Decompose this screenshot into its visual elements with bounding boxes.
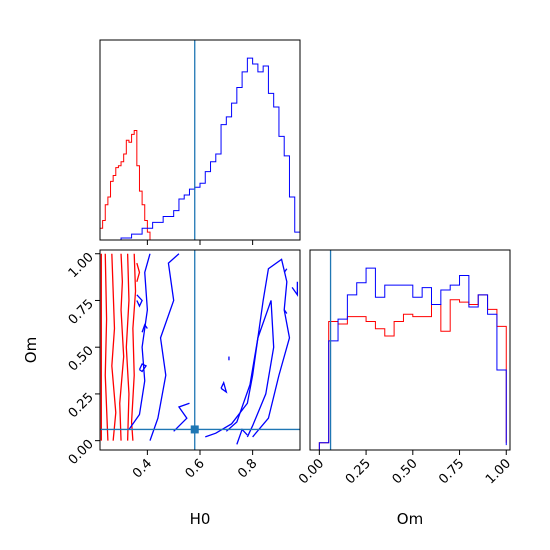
contour-line-8 xyxy=(149,253,180,441)
hist-om-xtick-label-1: 0.25 xyxy=(343,456,374,487)
contour-line-4 xyxy=(125,253,130,441)
hist-h0-series-0 xyxy=(99,130,151,240)
contour-xlabel: H0 xyxy=(190,510,211,528)
contour-line-20 xyxy=(220,380,228,394)
hist-om-panel: 0.00 0.25 0.50 0.75 1.00 Om xyxy=(296,249,514,528)
contour-line-12 xyxy=(138,363,148,373)
contour-lines-group xyxy=(100,253,299,445)
contour-line-1 xyxy=(104,253,109,441)
hist-om-series-group xyxy=(318,267,507,450)
contour-line-3 xyxy=(119,253,125,441)
contour-line-10 xyxy=(136,294,143,308)
contour-xtick-label-2: 0.8 xyxy=(235,456,260,481)
contour-line-13 xyxy=(205,258,291,438)
contour-line-6 xyxy=(136,262,141,282)
hist-h0-frame xyxy=(99,39,301,241)
contour-yticks: 0.00 0.25 0.50 0.75 1.00 xyxy=(66,250,100,468)
contour-ytick-label-0: 0.00 xyxy=(66,437,97,468)
hist-h0-xticks xyxy=(146,240,254,245)
contour-xtick-label-1: 0.6 xyxy=(183,456,208,481)
hist-om-xticks: 0.00 0.25 0.50 0.75 1.00 xyxy=(296,450,514,487)
hist-om-xtick-label-3: 0.75 xyxy=(436,456,467,487)
contour-line-9 xyxy=(173,402,190,432)
contour-line-18 xyxy=(283,309,288,314)
hist-h0-panel xyxy=(99,39,301,245)
contour-line-7 xyxy=(128,253,151,430)
hist-om-xtick-label-0: 0.00 xyxy=(296,456,327,487)
contour-xtick-label-0: 0.4 xyxy=(130,456,155,481)
hist-om-xtick-label-4: 1.00 xyxy=(483,456,514,487)
hist-om-series-1 xyxy=(318,267,507,450)
contour-ytick-label-4: 1.00 xyxy=(66,250,97,281)
hist-om-frame xyxy=(309,249,511,451)
contour-truth-marker xyxy=(190,425,199,434)
contour-ylabel: Om xyxy=(22,337,40,363)
contour-ytick-label-3: 0.75 xyxy=(66,297,97,328)
contour-line-11 xyxy=(141,323,148,333)
hist-om-xtick-label-2: 0.50 xyxy=(390,456,421,487)
contour-ytick-label-2: 0.50 xyxy=(66,343,97,374)
contour-frame xyxy=(99,249,301,451)
hist-h0-series-1 xyxy=(120,57,301,240)
contour-xticks: 0.4 0.6 0.8 xyxy=(130,450,260,481)
contour-ytick-label-1: 0.25 xyxy=(66,390,97,421)
contour-panel: 0.4 0.6 0.8 0.00 0.25 0.50 0.75 1.00 H0 Om xyxy=(22,249,301,528)
contour-line-15 xyxy=(236,428,248,445)
hist-om-xlabel: Om xyxy=(397,510,423,528)
contour-line-16 xyxy=(291,281,299,297)
contour-line-5 xyxy=(130,253,137,441)
hist-h0-series-group xyxy=(99,57,301,240)
contour-line-17 xyxy=(283,268,288,273)
contour-line-14 xyxy=(225,300,275,438)
contour-line-2 xyxy=(111,253,117,441)
